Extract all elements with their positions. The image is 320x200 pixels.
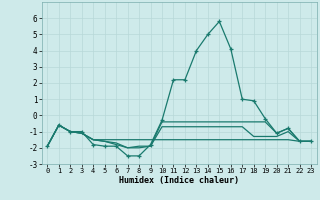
- X-axis label: Humidex (Indice chaleur): Humidex (Indice chaleur): [119, 176, 239, 185]
